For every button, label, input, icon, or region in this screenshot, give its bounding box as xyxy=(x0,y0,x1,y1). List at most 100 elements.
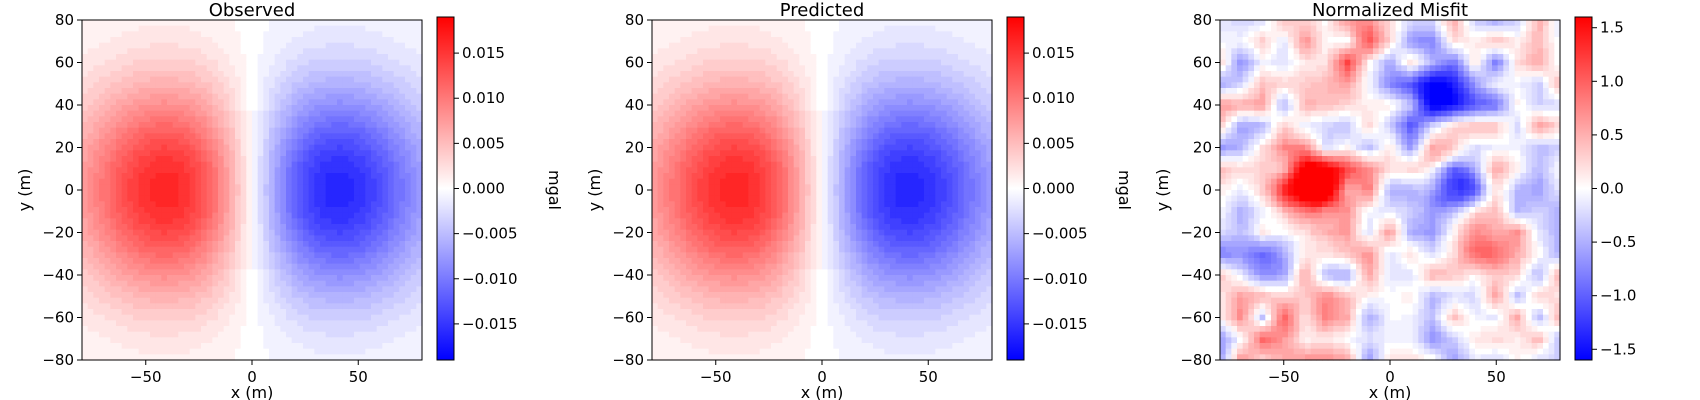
heatmap-cell xyxy=(742,161,749,168)
heatmap-cell xyxy=(184,31,191,38)
heatmap-cell xyxy=(354,139,361,146)
heatmap-cell xyxy=(742,133,749,140)
heatmap-cell xyxy=(246,258,253,265)
heatmap-cell xyxy=(110,354,117,361)
heatmap-cell xyxy=(121,37,128,44)
heatmap-cell xyxy=(269,343,276,350)
heatmap-cell xyxy=(121,127,128,134)
heatmap-cell xyxy=(657,309,664,316)
heatmap-cell xyxy=(388,337,395,344)
heatmap-cell xyxy=(167,224,174,231)
heatmap-cell xyxy=(269,178,276,185)
heatmap-cell xyxy=(189,309,196,316)
heatmap-cell xyxy=(393,116,400,123)
heatmap-cell xyxy=(680,144,687,151)
heatmap-cell xyxy=(303,246,310,253)
heatmap-cell xyxy=(405,241,412,248)
heatmap-cell xyxy=(348,269,355,276)
heatmap-cell xyxy=(314,320,321,327)
heatmap-cell xyxy=(354,122,361,129)
heatmap-cell xyxy=(359,82,366,89)
heatmap-cell xyxy=(388,309,395,316)
heatmap-cell xyxy=(725,167,732,174)
heatmap-cell xyxy=(708,224,715,231)
heatmap-cell xyxy=(320,252,327,259)
heatmap-cell xyxy=(87,167,94,174)
heatmap-cell xyxy=(405,167,412,174)
heatmap-cell xyxy=(269,48,276,55)
heatmap-cell xyxy=(184,252,191,259)
heatmap-cell xyxy=(393,212,400,219)
heatmap-cell xyxy=(167,105,174,112)
heatmap-cell xyxy=(144,309,151,316)
heatmap-cell xyxy=(116,331,123,338)
heatmap-cell xyxy=(382,314,389,321)
heatmap-cell xyxy=(674,71,681,78)
heatmap-cell xyxy=(218,258,225,265)
heatmap-cell xyxy=(365,127,372,134)
heatmap-cell xyxy=(87,212,94,219)
heatmap-cell xyxy=(150,331,157,338)
heatmap-cell xyxy=(669,93,676,100)
heatmap-cell xyxy=(201,76,208,83)
heatmap-cell xyxy=(691,195,698,202)
heatmap-cell xyxy=(127,331,134,338)
heatmap-cell xyxy=(235,212,242,219)
heatmap-cell xyxy=(127,303,134,310)
heatmap-cell xyxy=(291,297,298,304)
heatmap-cell xyxy=(218,348,225,355)
heatmap-cell xyxy=(703,93,710,100)
heatmap-cell xyxy=(703,263,710,270)
heatmap-cell xyxy=(720,326,727,333)
heatmap-cell xyxy=(765,184,772,191)
heatmap-cell xyxy=(138,286,145,293)
heatmap-cell xyxy=(274,195,281,202)
heatmap-cell xyxy=(206,263,213,270)
heatmap-cell xyxy=(144,275,151,282)
heatmap-cell xyxy=(731,59,738,66)
heatmap-cell xyxy=(388,127,395,134)
heatmap-cell xyxy=(240,314,247,321)
heatmap-cell xyxy=(133,161,140,168)
heatmap-cell xyxy=(388,59,395,66)
heatmap-cell xyxy=(303,235,310,242)
heatmap-cell xyxy=(280,286,287,293)
heatmap-cell xyxy=(697,303,704,310)
heatmap-cell xyxy=(252,348,259,355)
heatmap-cell xyxy=(759,37,766,44)
heatmap-cell xyxy=(212,178,219,185)
heatmap-cell xyxy=(416,212,423,219)
heatmap-cell xyxy=(759,263,766,270)
heatmap-cell xyxy=(269,76,276,83)
heatmap-cell xyxy=(731,178,738,185)
heatmap-cell xyxy=(691,229,698,236)
heatmap-cell xyxy=(382,54,389,61)
heatmap-cell xyxy=(652,212,659,219)
heatmap-cell xyxy=(195,65,202,72)
heatmap-cell xyxy=(765,76,772,83)
heatmap-cell xyxy=(87,280,94,287)
heatmap-cell xyxy=(195,297,202,304)
heatmap-cell xyxy=(320,292,327,299)
heatmap-cell xyxy=(82,252,89,259)
heatmap-cell xyxy=(669,37,676,44)
heatmap-cell xyxy=(680,331,687,338)
heatmap-cell xyxy=(314,127,321,134)
heatmap-cell xyxy=(737,195,744,202)
heatmap-cell xyxy=(246,122,253,129)
heatmap-cell xyxy=(195,25,202,32)
heatmap-cell xyxy=(771,82,778,89)
heatmap-cell xyxy=(195,184,202,191)
heatmap-cell xyxy=(354,42,361,49)
heatmap-cell xyxy=(382,218,389,225)
heatmap-cell xyxy=(320,303,327,310)
heatmap-cell xyxy=(348,280,355,287)
heatmap-cell xyxy=(172,144,179,151)
heatmap-cell xyxy=(410,31,417,38)
heatmap-cell xyxy=(297,263,304,270)
heatmap-cell xyxy=(269,88,276,95)
heatmap-cell xyxy=(371,76,378,83)
heatmap-cell xyxy=(754,309,761,316)
heatmap-cell xyxy=(674,59,681,66)
